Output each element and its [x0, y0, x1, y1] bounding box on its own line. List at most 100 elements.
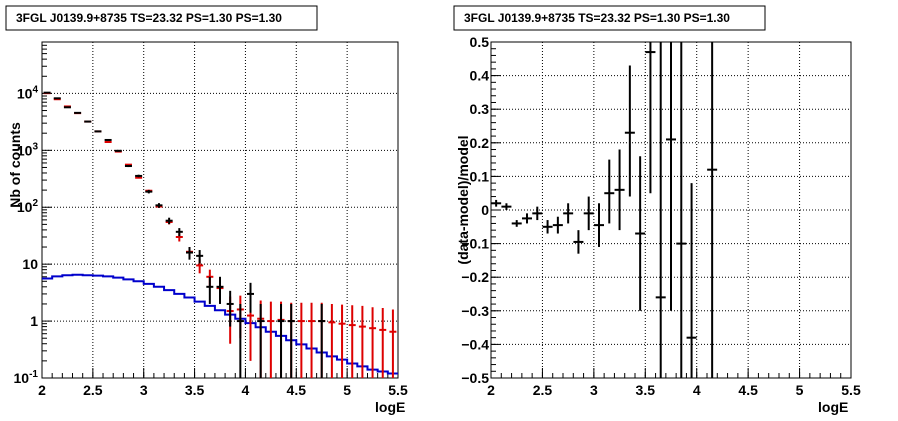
residuals-y-axis-title: (data-model)/model — [455, 135, 471, 264]
residual-point — [614, 149, 625, 231]
residual-point — [542, 220, 553, 234]
data-point — [277, 303, 285, 378]
data-point — [287, 303, 295, 378]
data-point — [196, 250, 204, 264]
counts-y-axis-title: Nb of counts — [7, 122, 23, 208]
residuals-chart-title: 3FGL J0139.9+8735 TS=23.32 PS=1.30 PS=1.… — [464, 11, 730, 25]
counts-title-box — [5, 5, 318, 31]
residuals-x-tick-label: 3.5 — [636, 382, 656, 398]
residual-point — [645, 42, 656, 194]
residuals-x-tick-label: 3 — [590, 382, 598, 398]
residual-point — [491, 199, 502, 207]
data-point — [104, 138, 112, 141]
counts-x-tick-label: 2 — [38, 382, 46, 398]
residuals-y-tick-label: 0 — [481, 202, 489, 218]
residuals-panel: 2 2.5 3 3.5 4 4.5 5 5.5 0.5 0.4 0.3 0.2 0.1 0 −0.1 −0.… — [453, 5, 861, 415]
counts-x-tick-label: 3.5 — [185, 382, 205, 398]
residuals-y-tick-label: −0.2 — [461, 269, 489, 285]
model-point — [369, 307, 377, 378]
counts-x-tick-label: 2.5 — [83, 382, 103, 398]
data-counts-series — [43, 91, 326, 378]
data-point — [216, 276, 224, 304]
residuals-y-tick-label: −0.3 — [461, 303, 489, 319]
counts-y-tick-label: 10 — [22, 256, 38, 272]
residuals-x-axis-title: logE — [818, 399, 848, 415]
residual-point — [532, 206, 543, 221]
residuals-y-tick-label: 0.3 — [470, 101, 490, 117]
counts-grid — [42, 42, 398, 378]
data-point — [226, 290, 234, 327]
data-point — [145, 189, 153, 194]
data-point — [74, 111, 82, 114]
counts-x-tick-label: 5 — [343, 382, 351, 398]
model-point — [308, 302, 316, 378]
data-point — [236, 303, 244, 378]
residuals-y-tick-label: 0.4 — [470, 68, 490, 84]
residuals-y-tick-label: −0.1 — [461, 236, 489, 252]
residual-point — [552, 216, 563, 234]
residuals-y-tick-label: 0.2 — [470, 135, 490, 151]
source-model-histogram — [42, 273, 398, 375]
residuals-axis-ticks — [490, 41, 852, 379]
counts-x-axis-title: logE — [375, 399, 405, 415]
residuals-x-tick-label: 4.5 — [738, 382, 758, 398]
counts-y-tick-label: 104 — [17, 84, 39, 101]
counts-plot-frame — [41, 41, 399, 379]
data-point — [63, 106, 71, 109]
residuals-y-tick-labels: 0.5 0.4 0.3 0.2 0.1 0 −0.1 −0.2 −0.3 −0.4 −0.5 — [461, 34, 489, 386]
model-point — [328, 303, 336, 378]
data-point — [114, 149, 122, 152]
model-point — [135, 176, 143, 179]
residual-point — [583, 196, 594, 231]
counts-x-tick-label: 4 — [242, 382, 250, 398]
residuals-x-tick-label: 4 — [693, 382, 701, 398]
residuals-x-tick-labels: 2 2.5 3 3.5 4 4.5 5 5.5 — [487, 382, 861, 398]
data-point — [53, 97, 61, 100]
model-point — [348, 305, 356, 378]
residual-point — [501, 203, 512, 210]
residual-point — [594, 203, 604, 247]
data-point — [206, 276, 214, 304]
model-point — [267, 301, 275, 378]
residuals-series — [491, 42, 718, 378]
counts-x-tick-label: 5.5 — [388, 382, 408, 398]
counts-y-tick-label: 102 — [17, 198, 39, 215]
residual-point — [604, 159, 615, 224]
residuals-x-tick-label: 2 — [487, 382, 495, 398]
residual-point — [635, 156, 646, 311]
residual-point — [655, 42, 666, 378]
residuals-grid — [491, 42, 851, 378]
residuals-x-tick-label: 2.5 — [533, 382, 553, 398]
residual-point — [676, 42, 687, 378]
residual-point — [707, 42, 718, 378]
residual-point — [522, 213, 532, 224]
data-point — [318, 303, 326, 378]
model-point — [104, 141, 112, 144]
counts-y-tick-label: 103 — [17, 141, 39, 158]
data-point — [165, 217, 173, 225]
residuals-y-tick-label: 0.1 — [470, 168, 490, 184]
residuals-title-box — [453, 5, 766, 31]
data-point — [84, 120, 92, 123]
counts-x-tick-labels: 2 2.5 3 3.5 4 4.5 5 5.5 — [38, 382, 408, 398]
residual-point — [563, 203, 574, 224]
counts-chart-title: 3FGL J0139.9+8735 TS=23.32 PS=1.30 PS=1.… — [16, 11, 282, 25]
total-model-series — [43, 92, 397, 378]
data-point — [257, 303, 265, 378]
residuals-y-tick-label: −0.5 — [461, 370, 489, 386]
counts-x-tick-label: 3 — [140, 382, 148, 398]
data-point — [135, 174, 143, 178]
data-point — [175, 228, 183, 237]
residuals-y-tick-label: 0.5 — [470, 34, 490, 50]
residual-point — [573, 230, 584, 254]
source-model-line — [42, 273, 398, 375]
residual-point — [686, 183, 697, 378]
model-point — [389, 309, 397, 378]
counts-y-tick-label: 1 — [30, 313, 38, 329]
residual-point — [511, 220, 522, 227]
residual-point — [666, 42, 676, 311]
model-point — [379, 307, 387, 378]
